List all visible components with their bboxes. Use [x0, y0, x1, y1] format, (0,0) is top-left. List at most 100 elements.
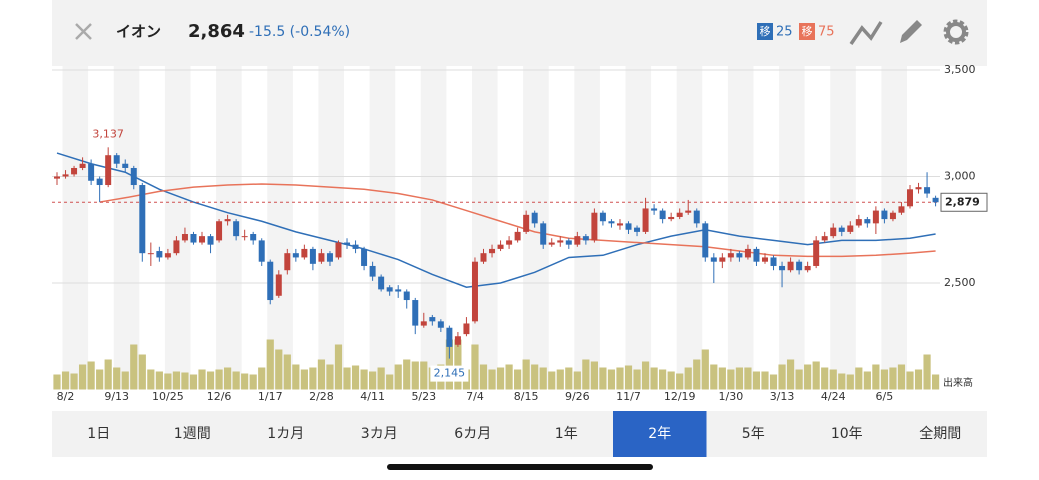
candle-body — [907, 189, 913, 207]
volume-bar — [411, 361, 419, 390]
candle-body — [471, 261, 478, 322]
ma-badge: 移 — [760, 25, 771, 38]
candle-body — [96, 178, 103, 186]
x-tick-label: 11/7 — [616, 390, 641, 403]
volume-bar — [87, 361, 95, 390]
range-tab[interactable]: 1週間 — [174, 426, 211, 442]
volume-bar — [855, 367, 863, 390]
candle-body — [796, 261, 803, 271]
volume-label: 出来高 — [943, 376, 973, 389]
candle-body — [574, 236, 581, 245]
range-tab[interactable]: 2年 — [648, 426, 671, 442]
range-tab[interactable]: 1日 — [87, 426, 110, 442]
candle-body — [744, 248, 751, 258]
candle-body — [523, 214, 530, 232]
volume-bar — [582, 359, 590, 390]
volume-bar — [232, 371, 240, 390]
settings-icon[interactable] — [943, 19, 969, 45]
candle-body — [719, 257, 726, 262]
range-tab[interactable]: 6カ月 — [454, 426, 491, 442]
candle-body — [352, 244, 359, 249]
volume-bar — [633, 369, 641, 390]
candle-body — [565, 240, 572, 245]
volume-bar — [872, 364, 880, 390]
volume-bar — [812, 361, 820, 390]
candle-body — [412, 300, 419, 326]
volume-bar — [548, 371, 556, 390]
low-annotation-box — [430, 365, 469, 382]
x-tick-label: 2/28 — [309, 390, 334, 403]
candle-body — [463, 323, 470, 335]
candle-body — [164, 253, 171, 258]
column-stripe — [318, 66, 345, 389]
volume-bar — [189, 374, 198, 390]
chart-type-icon[interactable] — [849, 21, 883, 45]
header-bar — [52, 0, 987, 66]
volume-bar — [565, 367, 573, 390]
volume-bar — [514, 369, 522, 390]
volume-bar — [96, 369, 104, 390]
volume-bar — [607, 369, 616, 390]
volume-bar — [880, 369, 889, 390]
volume-bar — [531, 364, 539, 390]
volume-bar — [454, 339, 462, 390]
candle-body — [693, 210, 700, 224]
volume-bar — [769, 374, 778, 390]
range-tab[interactable]: 3カ月 — [361, 426, 398, 442]
volume-bar — [693, 359, 701, 390]
candle-body — [420, 321, 427, 326]
candle-body — [838, 227, 845, 232]
volume-bar — [479, 364, 488, 390]
volume-bar — [786, 359, 795, 390]
volume-bar — [624, 365, 633, 390]
column-stripe — [164, 66, 191, 389]
volume-bar — [616, 367, 624, 390]
candle-body — [199, 236, 206, 243]
moving-average-line — [56, 152, 936, 289]
candle-body — [318, 253, 325, 262]
candle-body — [506, 240, 513, 245]
x-tick-label: 1/30 — [719, 390, 744, 403]
volume-bar — [386, 374, 394, 390]
volume-bar — [761, 371, 769, 390]
volume-bar — [539, 367, 547, 390]
close-button[interactable] — [75, 23, 92, 40]
candle-body — [651, 208, 658, 211]
candle-body — [113, 155, 120, 164]
x-tick-label: 8/15 — [514, 390, 539, 403]
x-tick-label: 12/6 — [207, 390, 232, 403]
volume-bar — [650, 367, 658, 390]
high-annotation: 3,137 — [92, 127, 124, 140]
column-stripe — [369, 66, 396, 389]
volume-bar — [215, 369, 223, 390]
y-tick-label: 3,500 — [944, 63, 976, 76]
volume-bar — [906, 371, 914, 390]
column-stripe — [779, 66, 805, 389]
volume-bar — [130, 344, 138, 390]
volume-bar — [488, 369, 496, 390]
volume-bar — [659, 369, 667, 390]
range-tab[interactable]: 5年 — [742, 426, 765, 442]
stock-name: イオン — [116, 23, 161, 41]
home-indicator — [387, 464, 653, 470]
volume-bar — [70, 373, 78, 390]
volume-bar — [360, 369, 368, 390]
candle-body — [386, 287, 393, 292]
candle-body — [685, 210, 692, 213]
volume-bar — [590, 361, 598, 390]
candle-body — [591, 212, 598, 241]
volume-bar — [727, 369, 735, 390]
candle-body — [821, 236, 828, 241]
volume-bar — [147, 369, 155, 390]
range-tab[interactable]: 1カ月 — [267, 426, 304, 442]
range-tab[interactable]: 10年 — [831, 426, 863, 442]
candle-body — [599, 212, 606, 222]
draw-icon[interactable] — [900, 20, 922, 43]
candle-body — [267, 261, 274, 301]
volume-bar — [61, 371, 70, 390]
volume-bar — [138, 354, 146, 390]
range-tab[interactable]: 全期間 — [919, 425, 961, 442]
range-tab[interactable]: 1年 — [555, 426, 578, 442]
ma-period: 75 — [818, 25, 835, 40]
candle-body — [864, 219, 871, 224]
